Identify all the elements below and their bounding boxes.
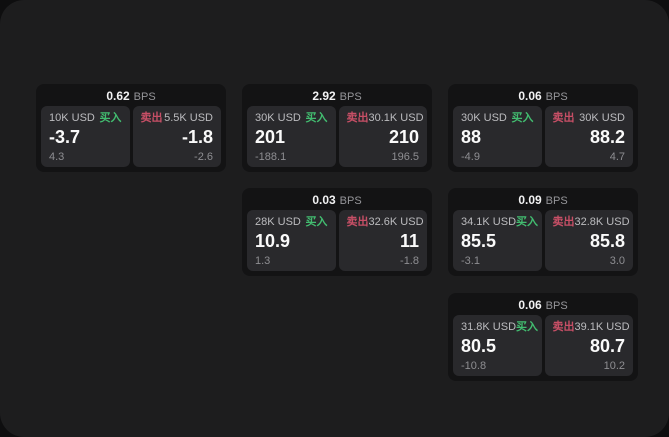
sell-price: -1.8 [181,127,213,147]
sell-delta: 4.7 [609,151,625,163]
sell-price: 11 [399,231,419,251]
buy-price: -3.7 [49,127,81,147]
buy-cell[interactable]: 34.1K USD 买入 85.5 -3.1 [453,210,542,271]
bps-value: 0.09 [518,193,542,207]
sell-label: 卖出 [552,321,575,333]
quote-card-3: 0.06 BPS 30K USD 买入 88 -4.9 卖出 30K USD [448,84,638,172]
buy-delta: 1.3 [255,255,271,267]
quote-card-2: 2.92 BPS 30K USD 买入 201 -188.1 卖出 30.1K U… [242,84,432,172]
sell-label: 卖出 [346,216,369,228]
buy-label: 买入 [511,112,534,124]
buy-cell[interactable]: 31.8K USD 买入 80.5 -10.8 [453,315,542,376]
sell-label: 卖出 [552,112,575,124]
card-header: 0.06 BPS [448,293,638,315]
card-body: 30K USD 买入 201 -188.1 卖出 30.1K USD 210 1… [242,106,432,172]
card-body: 31.8K USD 买入 80.5 -10.8 卖出 39.1K USD 80.… [448,315,638,381]
quote-card-6: 0.06 BPS 31.8K USD 买入 80.5 -10.8 卖出 39.1K… [448,293,638,381]
buy-cell[interactable]: 28K USD 买入 10.9 1.3 [247,210,336,271]
buy-label: 买入 [305,112,328,124]
buy-price: 80.5 [461,336,497,356]
bps-value: 0.06 [518,89,542,103]
sell-size: 5.5K USD [164,112,213,124]
buy-delta: -10.8 [461,360,487,372]
buy-delta: -3.1 [461,255,480,267]
bps-label: BPS [545,195,568,207]
bps-value: 0.62 [106,89,130,103]
buy-size: 30K USD [255,112,301,124]
bps-value: 0.06 [518,298,542,312]
sell-price: 80.7 [589,336,625,356]
sell-label: 卖出 [346,112,369,124]
card-header: 0.03 BPS [242,188,432,210]
buy-delta: -188.1 [255,151,287,163]
bps-label: BPS [339,195,362,207]
sell-cell[interactable]: 卖出 5.5K USD -1.8 -2.6 [132,106,221,167]
buy-size: 10K USD [49,112,95,124]
buy-cell[interactable]: 30K USD 买入 201 -188.1 [247,106,336,167]
card-body: 30K USD 买入 88 -4.9 卖出 30K USD 88.2 4.7 [448,106,638,172]
buy-size: 30K USD [461,112,507,124]
card-header: 0.06 BPS [448,84,638,106]
sell-delta: 10.2 [603,360,625,372]
quote-card-4: 0.03 BPS 28K USD 买入 10.9 1.3 卖出 32.6K USD [242,188,432,276]
card-header: 2.92 BPS [242,84,432,106]
card-body: 10K USD 买入 -3.7 4.3 卖出 5.5K USD -1.8 -2.… [36,106,226,172]
sell-delta: 3.0 [609,255,625,267]
bps-value: 0.03 [312,193,336,207]
sell-size: 30K USD [579,112,625,124]
sell-cell[interactable]: 卖出 32.6K USD 11 -1.8 [338,210,427,271]
bps-label: BPS [339,91,362,103]
sell-price: 88.2 [589,127,625,147]
buy-price: 10.9 [255,231,291,251]
sell-size: 39.1K USD [574,321,630,333]
buy-price: 85.5 [461,231,497,251]
buy-cell[interactable]: 30K USD 买入 88 -4.9 [453,106,542,167]
bps-label: BPS [545,91,568,103]
buy-delta: 4.3 [49,151,65,163]
quote-card-5: 0.09 BPS 34.1K USD 买入 85.5 -3.1 卖出 32.8K … [448,188,638,276]
sell-price: 85.8 [589,231,625,251]
card-body: 34.1K USD 买入 85.5 -3.1 卖出 32.8K USD 85.8… [448,210,638,276]
card-header: 0.09 BPS [448,188,638,210]
sell-cell[interactable]: 卖出 32.8K USD 85.8 3.0 [544,210,633,271]
card-body: 28K USD 买入 10.9 1.3 卖出 32.6K USD 11 -1.8 [242,210,432,276]
sell-cell[interactable]: 卖出 30.1K USD 210 196.5 [338,106,427,167]
sell-delta: 196.5 [391,151,419,163]
buy-size: 31.8K USD [461,321,517,333]
sell-label: 卖出 [140,112,163,124]
buy-size: 28K USD [255,216,301,228]
buy-label: 买入 [305,216,328,228]
buy-cell[interactable]: 10K USD 买入 -3.7 4.3 [41,106,130,167]
sell-delta: -2.6 [194,151,213,163]
bps-value: 2.92 [312,89,336,103]
sell-cell[interactable]: 卖出 39.1K USD 80.7 10.2 [544,315,633,376]
buy-label: 买入 [516,321,539,333]
sell-label: 卖出 [552,216,575,228]
buy-size: 34.1K USD [461,216,517,228]
card-header: 0.62 BPS [36,84,226,106]
buy-label: 买入 [516,216,539,228]
buy-delta: -4.9 [461,151,480,163]
sell-cell[interactable]: 卖出 30K USD 88.2 4.7 [544,106,633,167]
quote-card-1: 0.62 BPS 10K USD 买入 -3.7 4.3 卖出 5.5K USD [36,84,226,172]
sell-delta: -1.8 [400,255,419,267]
sell-size: 32.8K USD [574,216,630,228]
buy-price: 88 [461,127,482,147]
sell-size: 30.1K USD [368,112,424,124]
buy-label: 买入 [99,112,122,124]
buy-price: 201 [255,127,286,147]
bps-label: BPS [545,300,568,312]
bps-label: BPS [133,91,156,103]
sell-price: 210 [388,127,419,147]
sell-size: 32.6K USD [368,216,424,228]
